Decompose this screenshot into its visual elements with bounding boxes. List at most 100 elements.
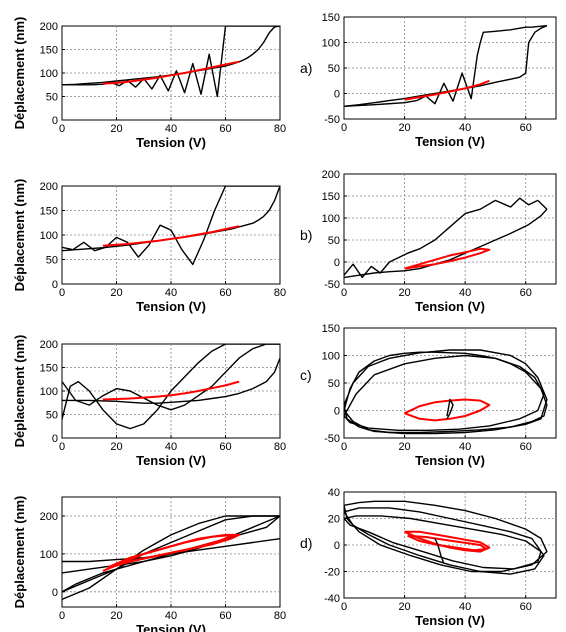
y-tick-label: 40 — [328, 487, 340, 499]
x-axis-label: Tension (V) — [136, 622, 206, 632]
x-axis-label: Tension (V) — [415, 453, 485, 468]
series-line-model-4 — [407, 534, 488, 552]
y-axis-label: Déplacement (nm) — [12, 179, 27, 292]
x-axis-label: Tension (V) — [415, 134, 485, 149]
x-tick-label: 40 — [459, 122, 471, 134]
x-tick-label: 60 — [219, 610, 231, 622]
y-axis-label: Déplacement (nm) — [12, 496, 27, 609]
y-tick-label: 150 — [40, 206, 58, 218]
series-line-measured-0 — [344, 197, 548, 279]
row-label: a) — [300, 60, 312, 76]
x-tick-label: 20 — [398, 601, 410, 613]
x-tick-label: 80 — [274, 610, 286, 622]
x-tick-label: 60 — [219, 441, 231, 453]
y-tick-label: 50 — [46, 255, 58, 267]
chart-b-left: 0 20 40 60 80 0 50 100 150 200 Tension (V) Déplacem… — [12, 179, 286, 314]
y-tick-label: 0 — [334, 406, 340, 418]
y-tick-label: 0 — [334, 540, 340, 552]
y-tick-label: 50 — [328, 235, 340, 247]
x-tick-label: 40 — [165, 441, 177, 453]
plot-area — [343, 173, 557, 285]
x-tick-label: 60 — [520, 441, 532, 453]
y-tick-label: 100 — [322, 351, 340, 363]
y-tick-label: 200 — [322, 169, 340, 181]
series-line-measured-2 — [344, 515, 542, 570]
y-tick-label: 100 — [40, 386, 58, 398]
series-line-model-2 — [404, 79, 490, 101]
chart-c-left: 0 20 40 60 80 0 50 100 150 200 Tension (V) Déplacem… — [12, 335, 286, 468]
x-tick-label: 60 — [520, 601, 532, 613]
y-tick-label: 0 — [334, 89, 340, 101]
x-tick-label: 40 — [459, 441, 471, 453]
y-tick-label: 200 — [40, 339, 58, 351]
row-label: d) — [300, 535, 312, 551]
y-tick-label: 0 — [52, 115, 58, 127]
chart-a-left: 0 20 40 60 80 0 50 100 150 200 Tension (V) Déplacem… — [12, 17, 286, 150]
x-tick-label: 60 — [219, 287, 231, 299]
y-tick-label: 50 — [46, 92, 58, 104]
x-tick-label: 80 — [274, 441, 286, 453]
series-line-measured-1 — [344, 349, 548, 435]
y-tick-label: 200 — [40, 181, 58, 193]
y-tick-label: -40 — [324, 593, 340, 605]
x-tick-label: 20 — [110, 123, 122, 135]
series-line-measured-0 — [344, 500, 548, 573]
row-label: c) — [300, 367, 312, 383]
x-tick-label: 40 — [165, 287, 177, 299]
y-tick-label: 50 — [328, 378, 340, 390]
y-axis-label: Déplacement (nm) — [12, 335, 27, 448]
chart-d-left: 0 20 40 60 80 0 100 200 Tension (V) Déplacement (… — [12, 496, 286, 632]
y-tick-label: 100 — [322, 38, 340, 50]
x-tick-label: 80 — [274, 287, 286, 299]
y-tick-label: 100 — [40, 230, 58, 242]
y-tick-label: 20 — [328, 514, 340, 526]
x-axis-label: Tension (V) — [136, 453, 206, 468]
series-line-measured-4 — [446, 398, 454, 420]
x-tick-label: 20 — [110, 441, 122, 453]
x-tick-label: 40 — [165, 123, 177, 135]
x-tick-label: 80 — [274, 123, 286, 135]
y-tick-label: 100 — [40, 68, 58, 80]
x-tick-label: 40 — [459, 287, 471, 299]
x-tick-label: 0 — [59, 123, 65, 135]
x-tick-label: 20 — [110, 287, 122, 299]
x-tick-label: 20 — [110, 610, 122, 622]
series-line-measured-2 — [344, 354, 545, 431]
y-tick-label: 0 — [334, 257, 340, 269]
row-label: b) — [300, 227, 312, 243]
y-tick-label: -50 — [324, 279, 340, 291]
series-line-measured-0 — [62, 26, 280, 98]
x-tick-label: 0 — [341, 441, 347, 453]
series-line-model-5 — [107, 533, 235, 569]
y-tick-label: 150 — [322, 12, 340, 24]
series-line-model-2 — [102, 225, 240, 247]
series-line-measured-5 — [434, 538, 445, 564]
x-axis-label: Tension (V) — [136, 135, 206, 150]
x-axis-label: Tension (V) — [415, 299, 485, 314]
y-tick-label: 0 — [52, 587, 58, 599]
series-line-model-3 — [404, 398, 491, 422]
series-line-measured-0 — [344, 25, 547, 107]
x-tick-label: 40 — [165, 610, 177, 622]
x-axis-label: Tension (V) — [136, 299, 206, 314]
y-tick-label: 200 — [40, 21, 58, 33]
series-line-measured-0 — [344, 351, 548, 434]
y-tick-label: 150 — [40, 45, 58, 57]
series-line-measured-1 — [62, 344, 280, 411]
y-tick-label: -50 — [324, 433, 340, 445]
x-axis-label: Tension (V) — [415, 613, 485, 628]
series-line-measured-2 — [62, 357, 280, 404]
x-tick-label: 60 — [219, 123, 231, 135]
y-tick-label: 150 — [322, 191, 340, 203]
series-line-model-2 — [404, 247, 491, 270]
series-line-measured-0 — [62, 344, 280, 430]
y-tick-label: 0 — [52, 433, 58, 445]
series-line-measured-3 — [62, 515, 280, 574]
series-line-model-3 — [102, 380, 240, 401]
x-tick-label: 0 — [341, 601, 347, 613]
